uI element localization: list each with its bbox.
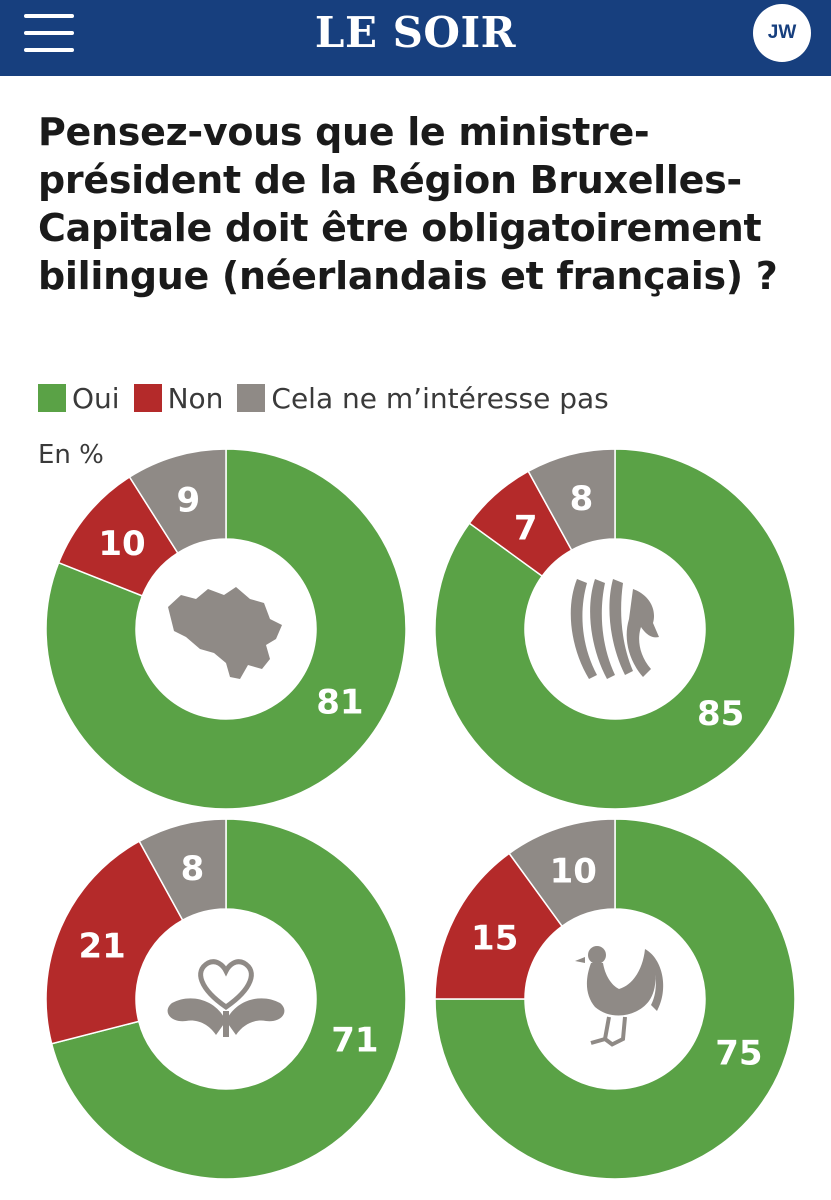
legend: Oui Non Cela ne m’intéresse pas	[38, 378, 623, 418]
top-bar: LE SOIR JW	[0, 0, 831, 76]
legend-label-indifferent: Cela ne m’intéresse pas	[271, 381, 609, 415]
legend-label-oui: Oui	[72, 381, 120, 415]
slice-belgique-oui	[45, 448, 407, 810]
slice-bruxelles-oui	[50, 818, 407, 1180]
user-avatar[interactable]: JW	[753, 4, 811, 62]
unit-label: En %	[38, 440, 104, 470]
slice-flandre-oui	[434, 448, 796, 810]
value-label-flandre-non: 7	[514, 509, 538, 549]
slice-bruxelles-indifferent	[138, 818, 227, 922]
legend-swatch-indifferent	[237, 384, 266, 412]
value-label-flandre-indifferent: 8	[570, 479, 594, 519]
donut-belgique: 81 10 9	[45, 448, 407, 810]
slice-wallonie-oui	[434, 818, 796, 1180]
value-label-bruxelles-oui: 71	[331, 1020, 378, 1060]
value-label-belgique-oui: 81	[316, 682, 363, 722]
slice-belgique-indifferent	[128, 448, 227, 555]
chart-title: Pensez-vous que le ministre-président de…	[38, 110, 778, 298]
value-label-wallonie-oui: 75	[715, 1034, 762, 1074]
donut-bruxelles: 71 21 8	[45, 818, 407, 1180]
legend-label-non: Non	[167, 381, 224, 415]
value-label-bruxelles-non: 21	[78, 926, 125, 966]
donut-flandre: 85 78	[434, 448, 796, 810]
menu-icon[interactable]	[24, 14, 74, 52]
brand-logo[interactable]: LE SOIR	[314, 8, 517, 57]
value-label-flandre-oui: 85	[697, 694, 744, 734]
legend-item-non: Non	[133, 381, 224, 415]
value-label-wallonie-non: 15	[471, 919, 518, 959]
slice-flandre-indifferent	[527, 448, 616, 552]
value-label-bruxelles-indifferent: 8	[181, 849, 205, 889]
donut-wallonie: 75 15 10	[434, 818, 796, 1180]
legend-swatch-non	[133, 384, 162, 412]
value-label-wallonie-indifferent: 10	[550, 852, 597, 892]
slice-wallonie-indifferent	[508, 818, 616, 928]
legend-swatch-oui	[38, 384, 66, 412]
legend-item-indifferent: Cela ne m’intéresse pas	[237, 381, 609, 415]
slice-bruxelles-non	[45, 840, 184, 1045]
legend-item-oui: Oui	[38, 382, 120, 415]
value-label-belgique-non: 10	[98, 524, 145, 564]
value-label-belgique-indifferent: 9	[177, 480, 201, 520]
slice-wallonie-non	[434, 852, 564, 1000]
